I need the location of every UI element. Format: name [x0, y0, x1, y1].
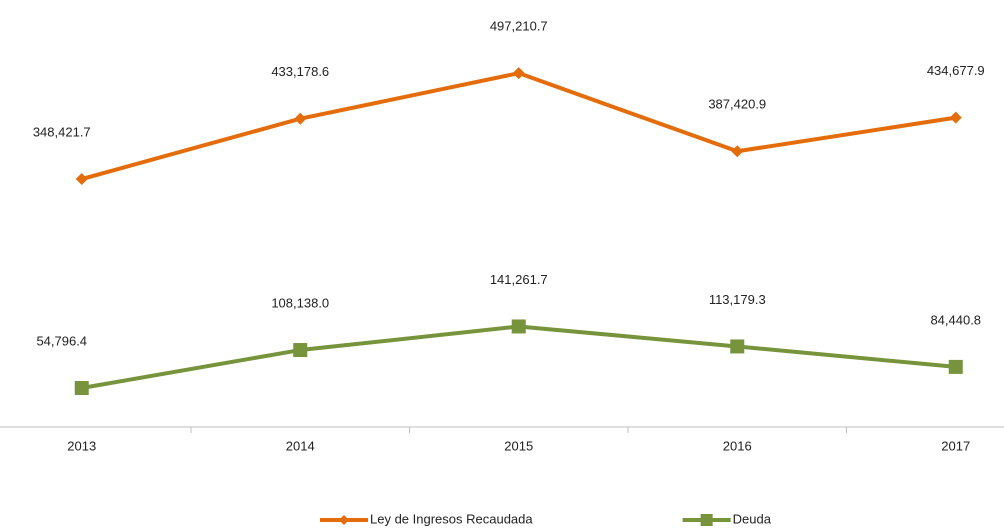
data-point: [949, 111, 962, 124]
data-point: [293, 343, 308, 358]
data-label: 113,179.3: [709, 292, 766, 307]
data-label: 387,420.9: [708, 97, 766, 112]
data-label: 54,796.4: [36, 333, 87, 348]
data-point: [74, 381, 89, 396]
data-label: 433,178.6: [271, 64, 329, 79]
data-label: 108,138.0: [271, 295, 329, 310]
x-tick-label: 2013: [67, 438, 96, 453]
x-tick-label: 2016: [723, 438, 752, 453]
data-point: [730, 339, 745, 354]
x-tick-label: 2017: [941, 438, 970, 453]
data-point: [512, 67, 525, 80]
data-point: [731, 145, 744, 158]
data-point: [948, 359, 963, 374]
data-point: [294, 112, 307, 125]
x-tick-label: 2014: [286, 438, 315, 453]
data-label: 434,677.9: [927, 63, 985, 78]
series-line: [81, 324, 956, 390]
data-label: 84,440.8: [930, 312, 981, 327]
data-label: 141,261.7: [490, 272, 548, 287]
data-point: [511, 319, 526, 334]
legend-label: Deuda: [733, 511, 772, 526]
legend-marker: [700, 514, 713, 526]
data-label: 348,421.7: [33, 124, 91, 139]
x-tick-label: 2015: [504, 438, 533, 453]
series-line: [81, 71, 957, 181]
legend-label: Ley de Ingresos Recaudada: [370, 511, 533, 526]
legend-marker: [339, 515, 349, 525]
data-label: 497,210.7: [490, 19, 548, 34]
data-point: [75, 173, 88, 186]
